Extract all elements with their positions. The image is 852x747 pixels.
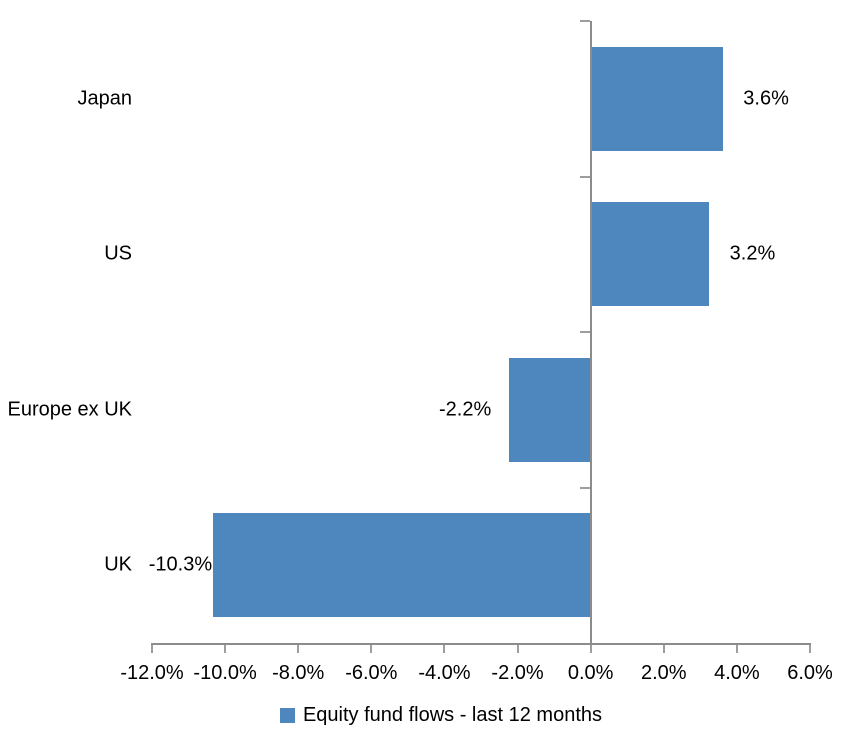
category-axis-tick: [579, 331, 590, 333]
value-axis-line: [151, 643, 811, 645]
value-axis-tick-label: -6.0%: [345, 662, 398, 684]
category-axis-tick: [579, 20, 590, 22]
value-axis-tick-label: 0.0%: [567, 662, 614, 684]
category-label: Europe ex UK: [7, 398, 132, 421]
value-axis-tick: [735, 645, 738, 653]
value-axis-tick-label: -8.0%: [272, 662, 325, 684]
value-axis-tick-label: 6.0%: [787, 662, 833, 684]
category-axis-line: [589, 21, 592, 643]
value-axis-tick: [224, 645, 227, 653]
bar-us: [591, 202, 709, 307]
bar-europe-ex-uk: [509, 357, 590, 462]
value-axis-tick: [151, 645, 153, 653]
value-axis-tick: [516, 645, 519, 653]
value-axis-tick: [662, 645, 665, 653]
data-label: 3.6%: [743, 87, 789, 110]
value-axis-tick-label: -2.0%: [491, 662, 544, 684]
value-axis-tick: [370, 645, 373, 653]
value-axis-tick-label: -12.0%: [120, 662, 184, 684]
value-axis-tick-label: 4.0%: [714, 662, 760, 684]
value-axis-tick: [297, 645, 300, 653]
data-label: -2.2%: [438, 398, 492, 421]
category-axis-tick: [579, 175, 590, 178]
value-axis-tick-label: -10.0%: [193, 662, 257, 684]
category-axis-tick: [579, 486, 590, 489]
value-axis-tick: [443, 645, 446, 653]
value-axis-tick: [809, 645, 811, 653]
data-label: -10.3%: [148, 553, 213, 576]
category-label: Japan: [77, 87, 133, 110]
bar-uk: [213, 513, 590, 618]
bar-japan: [591, 46, 724, 151]
value-axis-tick-label: -4.0%: [418, 662, 471, 684]
category-label: UK: [104, 553, 132, 576]
legend-label: Equity fund flows - last 12 months: [302, 704, 603, 726]
legend: Equity fund flows - last 12 months: [30, 704, 852, 727]
value-axis-tick: [589, 645, 592, 653]
category-label: US: [104, 242, 132, 265]
data-label: 3.2%: [729, 242, 776, 265]
legend-swatch-icon: [279, 708, 295, 723]
value-axis-tick-label: 2.0%: [640, 662, 687, 684]
